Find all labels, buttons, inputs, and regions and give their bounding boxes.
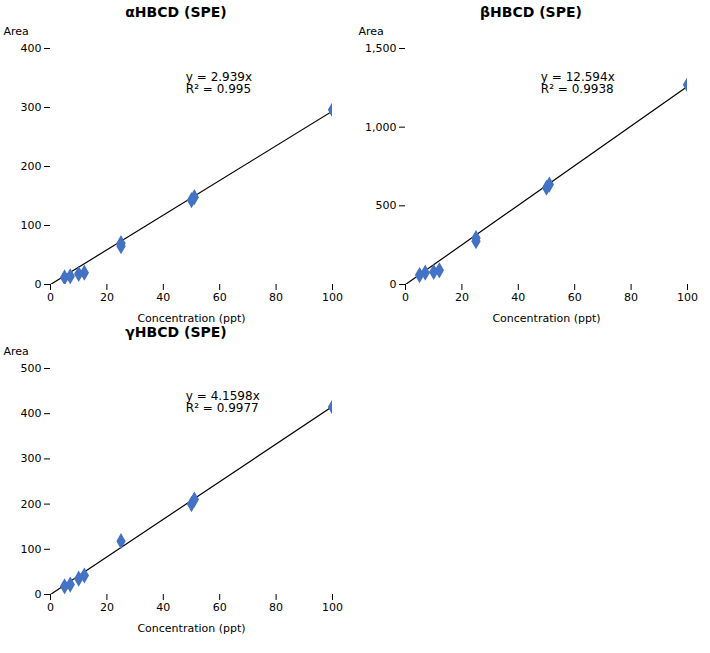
svg-text:300: 300	[21, 101, 42, 114]
svg-text:0: 0	[35, 278, 42, 291]
svg-text:100: 100	[21, 543, 42, 556]
svg-text:200: 200	[21, 160, 42, 173]
svg-text:20: 20	[100, 291, 114, 304]
svg-text:100: 100	[322, 601, 343, 614]
html-text:αHBCD (SPE): αHBCD (SPE)	[125, 4, 227, 20]
svg-text:Concentration (ppt): Concentration (ppt)	[137, 312, 245, 325]
svg-text:1,500: 1,500	[365, 42, 397, 55]
svg-text:40: 40	[156, 601, 170, 614]
svg-text:20: 20	[455, 291, 469, 304]
svg-text:80: 80	[269, 601, 283, 614]
svg-text:100: 100	[322, 291, 343, 304]
svg-text:0: 0	[390, 278, 397, 291]
svg-text:60: 60	[213, 601, 227, 614]
svg-text:Concentration (ppt): Concentration (ppt)	[137, 622, 245, 635]
html-text:γHBCD (SPE): γHBCD (SPE)	[125, 324, 227, 340]
svg-text:80: 80	[269, 291, 283, 304]
svg-text:500: 500	[21, 362, 42, 375]
svg-text:80: 80	[624, 291, 638, 304]
svg-text:500: 500	[376, 199, 397, 212]
svg-text:400: 400	[21, 42, 42, 55]
svg-text:0: 0	[35, 588, 42, 601]
svg-text:60: 60	[213, 291, 227, 304]
svg-text:60: 60	[568, 291, 582, 304]
svg-text:0: 0	[47, 291, 54, 304]
svg-text:Area: Area	[4, 345, 29, 358]
svg-text:300: 300	[21, 452, 42, 465]
svg-text:40: 40	[511, 291, 525, 304]
svg-text:Area: Area	[359, 25, 384, 38]
svg-text:20: 20	[100, 601, 114, 614]
svg-text:y = 2.939xR² = 0.995: y = 2.939xR² = 0.995	[186, 70, 252, 96]
svg-text:y = 12.594xR² = 0.9938: y = 12.594xR² = 0.9938	[541, 70, 615, 96]
svg-text:1,000: 1,000	[365, 121, 397, 134]
svg-text:Area: Area	[4, 25, 29, 38]
svg-text:100: 100	[677, 291, 698, 304]
html-text:βHBCD (SPE): βHBCD (SPE)	[480, 4, 582, 20]
svg-text:y = 4.1598xR² = 0.9977: y = 4.1598xR² = 0.9977	[186, 389, 260, 415]
svg-text:400: 400	[21, 407, 42, 420]
svg-text:100: 100	[21, 219, 42, 232]
svg-text:0: 0	[402, 291, 409, 304]
svg-text:Concentration (ppt): Concentration (ppt)	[492, 312, 600, 325]
svg-text:200: 200	[21, 498, 42, 511]
svg-text:0: 0	[47, 601, 54, 614]
svg-text:40: 40	[156, 291, 170, 304]
